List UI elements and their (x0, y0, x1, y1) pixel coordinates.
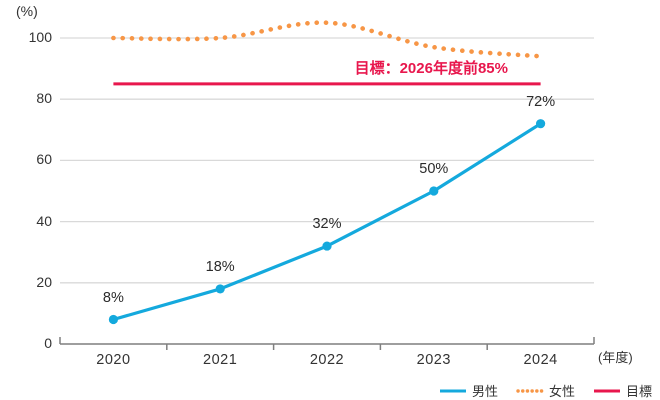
y-tick-20: 20 (36, 273, 52, 290)
y-tick-100: 100 (28, 29, 52, 45)
y-tick-0: 0 (44, 335, 52, 351)
target-annotation: 目標：2026年度前85% (354, 60, 508, 77)
x-label-2021: 2021 (203, 352, 238, 368)
y-tick-60: 60 (36, 151, 52, 168)
legend-label-male: 男性 (471, 384, 498, 399)
data-label-2022: 32% (312, 216, 342, 233)
female-dotted-swatch-icon (516, 388, 544, 393)
data-label-2023: 50% (419, 161, 449, 177)
x-label-2024: 2024 (523, 352, 558, 368)
male-line-swatch-icon (439, 389, 466, 392)
legend-item-target: 目標 (593, 381, 652, 400)
legend: 男性 女性 目標 (439, 381, 652, 400)
y-tick-80: 80 (36, 90, 52, 107)
y-axis-unit-label: (%) (16, 3, 38, 19)
x-axis-unit-label: (年度) (598, 350, 633, 365)
legend-item-female: 女性 (516, 381, 575, 400)
legend-label-target: 目標 (625, 384, 652, 399)
target-line-swatch-icon (593, 389, 620, 392)
x-label-2022: 2022 (309, 352, 345, 368)
x-label-2023: 2023 (416, 352, 451, 368)
legend-label-female: 女性 (548, 384, 575, 399)
data-label-2021: 18% (205, 258, 235, 275)
data-label-2020: 8% (102, 289, 124, 306)
y-tick-40: 40 (36, 212, 52, 229)
legend-item-male: 男性 (439, 381, 498, 400)
x-label-2020: 2020 (96, 352, 131, 368)
data-label-2024: 72% (526, 93, 556, 110)
